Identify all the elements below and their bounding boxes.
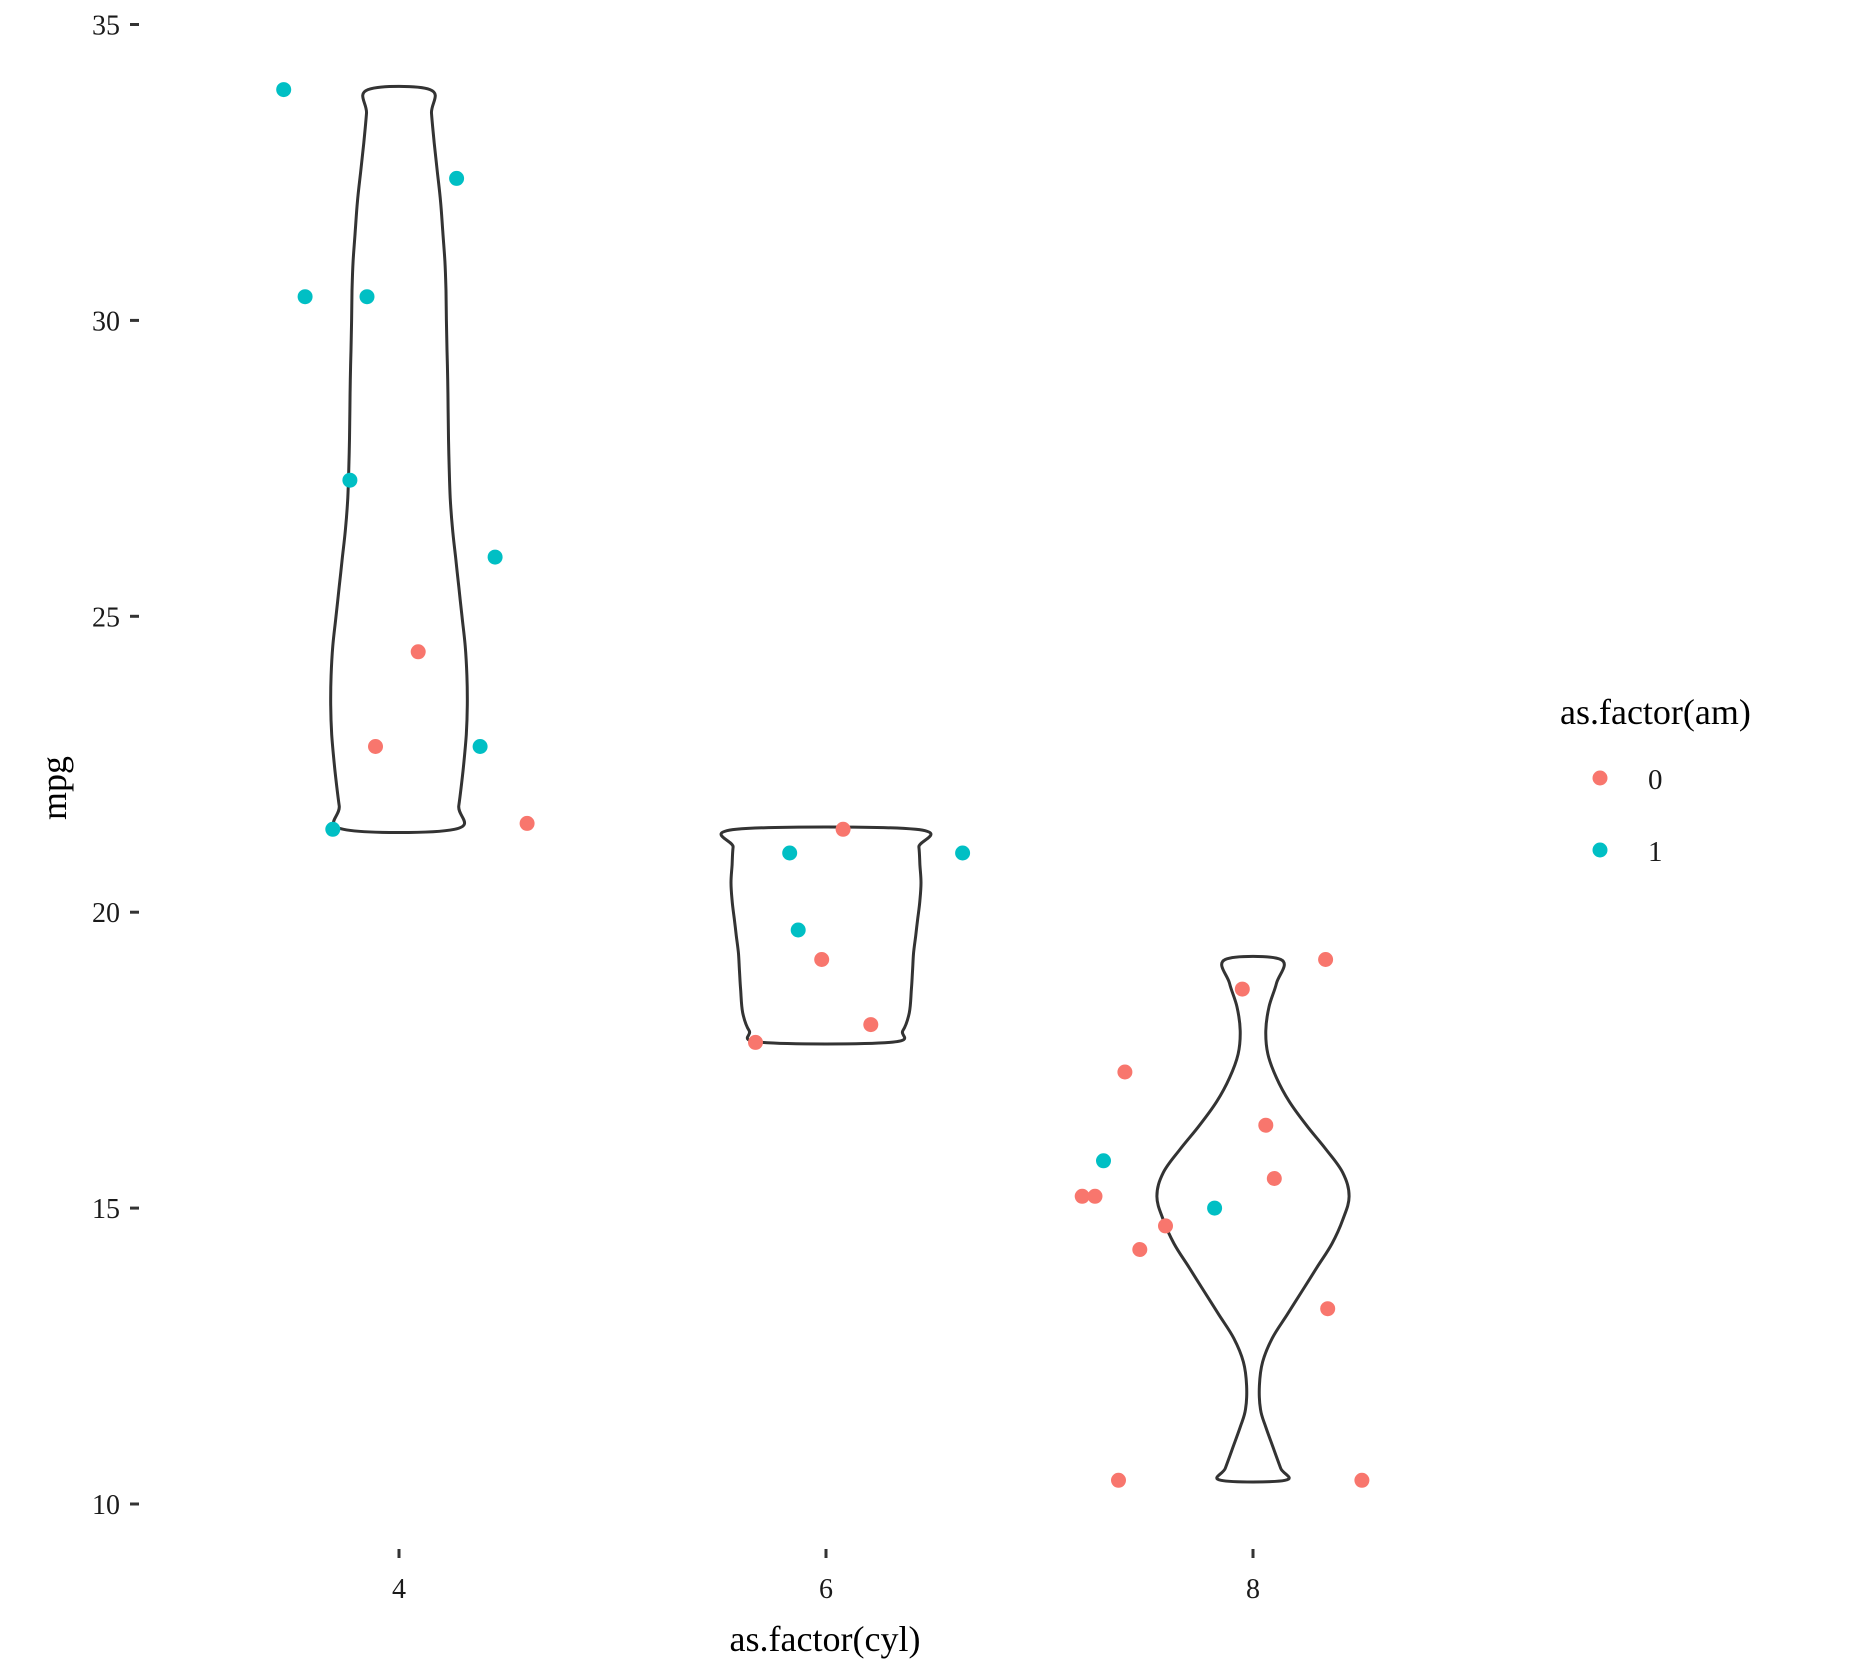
x-axis-title: as.factor(cyl) <box>730 1619 921 1659</box>
data-point <box>1158 1218 1173 1234</box>
data-point <box>297 289 313 305</box>
legend-label-1: 1 <box>1648 836 1663 868</box>
data-point <box>449 170 465 186</box>
x-tick-label: 8 <box>1246 1574 1260 1605</box>
x-axis: 4 6 8 <box>392 1549 1260 1605</box>
data-point <box>782 845 798 861</box>
data-point <box>1132 1242 1148 1257</box>
y-tick-label: 15 <box>92 1194 120 1225</box>
data-point <box>342 472 358 488</box>
data-point <box>1266 1171 1282 1186</box>
x-tick-label: 4 <box>392 1574 406 1605</box>
data-point <box>410 644 426 660</box>
data-point <box>1111 1472 1126 1488</box>
data-point <box>1087 1188 1103 1204</box>
data-point <box>1258 1117 1274 1133</box>
violin-4 <box>329 84 469 834</box>
data-point <box>325 821 341 837</box>
data-point <box>1207 1200 1223 1216</box>
data-point <box>519 815 535 831</box>
legend-key-0 <box>1592 770 1608 786</box>
points-layer <box>276 82 1370 1488</box>
data-point <box>472 739 488 754</box>
y-axis-title: mpg <box>34 756 74 820</box>
data-point <box>790 922 806 938</box>
data-point <box>276 82 292 98</box>
violin-6 <box>719 825 933 1046</box>
legend-title: as.factor(am) <box>1560 692 1751 732</box>
data-point <box>1117 1064 1133 1080</box>
legend-label-0: 0 <box>1648 764 1663 796</box>
y-tick-label: 25 <box>92 602 120 633</box>
data-point <box>368 739 383 754</box>
data-point <box>1354 1472 1370 1488</box>
data-point <box>748 1034 763 1050</box>
data-point <box>863 1017 879 1033</box>
x-tick-label: 6 <box>819 1574 833 1605</box>
data-point <box>814 952 830 967</box>
data-point <box>487 549 503 565</box>
y-tick-label: 30 <box>92 306 120 337</box>
y-axis: 10 15 20 25 30 35 <box>92 11 139 1521</box>
violin-8 <box>1155 954 1351 1484</box>
data-point <box>1318 952 1334 967</box>
data-point <box>359 289 375 305</box>
data-point <box>955 845 971 861</box>
y-tick-label: 35 <box>92 11 120 42</box>
y-tick-label: 10 <box>92 1490 120 1521</box>
y-tick-label: 20 <box>92 898 120 929</box>
data-point <box>1074 1188 1090 1204</box>
legend: as.factor(am) 0 1 <box>1560 692 1751 868</box>
data-point <box>835 821 851 837</box>
data-point <box>1234 981 1250 997</box>
data-point <box>1320 1301 1336 1317</box>
legend-key-1 <box>1592 842 1608 858</box>
violins-layer <box>329 84 1351 1484</box>
data-point <box>1096 1153 1111 1169</box>
